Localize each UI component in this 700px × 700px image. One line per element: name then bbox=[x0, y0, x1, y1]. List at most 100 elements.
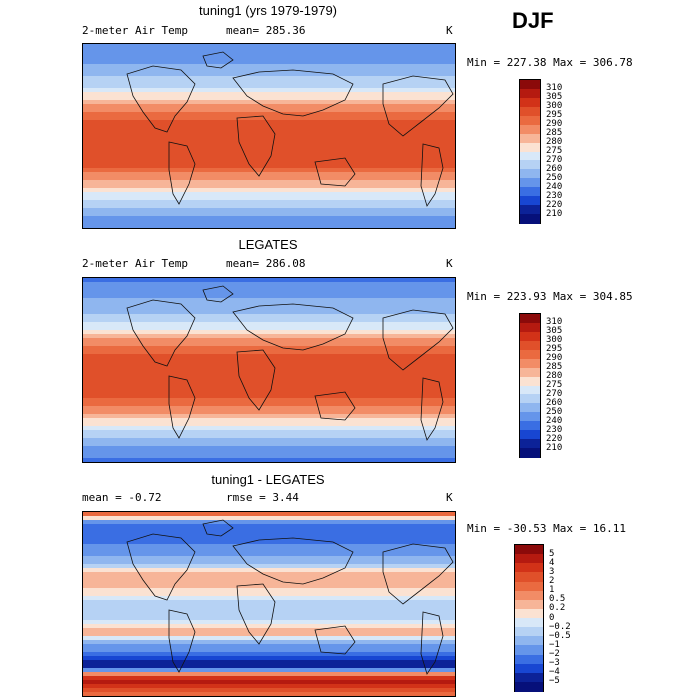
map-latitude-band bbox=[83, 108, 455, 113]
colorbar-tick-label: −5 bbox=[549, 676, 560, 687]
map-latitude-band bbox=[83, 354, 455, 359]
map-latitude-band bbox=[83, 132, 455, 137]
map-latitude-band bbox=[83, 564, 455, 569]
colorbar-tick-label: 295 bbox=[546, 110, 563, 121]
colorbar-tick-label: −3 bbox=[549, 658, 560, 669]
map-latitude-band bbox=[83, 528, 455, 533]
map-latitude-band bbox=[83, 188, 455, 193]
map-latitude-band bbox=[83, 680, 455, 685]
map-latitude-band bbox=[83, 640, 455, 645]
coastline bbox=[382, 309, 454, 371]
colorbar-swatch bbox=[520, 448, 540, 458]
panel1-title: tuning1 (yrs 1979-1979) bbox=[198, 3, 338, 18]
map-latitude-band bbox=[83, 450, 455, 455]
map-latitude-band bbox=[83, 516, 455, 521]
map-latitude-band bbox=[83, 212, 455, 217]
colorbar-tick-label: 3 bbox=[549, 566, 555, 577]
panel2-colorbar: 310 305 300 295 290 285 280 275 270 260 250 240 230 2… bbox=[519, 313, 562, 458]
map-latitude-band bbox=[83, 52, 455, 57]
colorbar-swatch bbox=[520, 124, 540, 135]
colorbar-swatch bbox=[520, 160, 540, 170]
colorbar-swatch bbox=[520, 439, 540, 449]
colorbar-swatch bbox=[520, 412, 540, 422]
colorbar-swatch bbox=[520, 331, 540, 342]
map-latitude-band bbox=[83, 378, 455, 383]
colorbar-tick-label: 285 bbox=[546, 362, 563, 373]
map-latitude-band bbox=[83, 278, 455, 283]
colorbar-tick-label: 295 bbox=[546, 344, 563, 355]
colorbar-swatch bbox=[520, 421, 540, 431]
colorbar-tick-label: 300 bbox=[546, 335, 563, 346]
map-latitude-band bbox=[83, 196, 455, 201]
map-latitude-band bbox=[83, 60, 455, 65]
map-latitude-band bbox=[83, 684, 455, 689]
colorbar-swatch bbox=[520, 169, 540, 179]
coastline bbox=[232, 303, 354, 351]
map-latitude-band bbox=[83, 362, 455, 367]
map-latitude-band bbox=[83, 224, 455, 228]
map-latitude-band bbox=[83, 568, 455, 573]
colorbar-tick-label: 280 bbox=[546, 371, 563, 382]
map-latitude-band bbox=[83, 402, 455, 407]
colorbar-tick-label: −2 bbox=[549, 649, 560, 659]
map-latitude-band bbox=[83, 334, 455, 339]
colorbar-tick-label: 240 bbox=[546, 181, 563, 192]
colorbar-tick-label: 230 bbox=[546, 424, 563, 435]
map-latitude-band bbox=[83, 290, 455, 295]
map-latitude-band bbox=[83, 572, 455, 577]
coastline bbox=[314, 157, 356, 187]
panel2-map-svg bbox=[83, 278, 455, 462]
map-latitude-band bbox=[83, 612, 455, 617]
map-latitude-band bbox=[83, 88, 455, 93]
colorbar-tick-label: 5 bbox=[549, 548, 555, 559]
map-latitude-band bbox=[83, 390, 455, 395]
map-latitude-band bbox=[83, 536, 455, 541]
colorbar-tick-label: 305 bbox=[546, 326, 563, 337]
colorbar-swatch bbox=[515, 654, 543, 665]
colorbar-swatch bbox=[520, 214, 540, 224]
panel3-colorbar: 5 4 3 2 1 0.5 0.2 0 −0.2 −0.5 −1 −2 −3 −4 −5 bbox=[514, 544, 571, 692]
map-latitude-band bbox=[83, 200, 455, 205]
colorbar-swatch bbox=[520, 88, 540, 99]
panel3-mean-label: mean = -0.72 bbox=[82, 491, 162, 504]
map-latitude-band bbox=[83, 374, 455, 379]
colorbar-tick-label: 240 bbox=[546, 415, 563, 426]
panel3-map-svg bbox=[83, 512, 455, 696]
map-latitude-band bbox=[83, 644, 455, 649]
map-latitude-band bbox=[83, 398, 455, 403]
colorbar-tick-label: 210 bbox=[546, 208, 563, 219]
panel3-units-label: K bbox=[446, 491, 453, 504]
map-latitude-band bbox=[83, 406, 455, 411]
map-latitude-band bbox=[83, 96, 455, 101]
map-latitude-band bbox=[83, 652, 455, 657]
panel1-variable-label: 2-meter Air Temp bbox=[82, 24, 188, 37]
map-latitude-band bbox=[83, 458, 455, 462]
map-latitude-band bbox=[83, 314, 455, 319]
map-latitude-band bbox=[83, 192, 455, 197]
map-latitude-band bbox=[83, 294, 455, 299]
map-latitude-band bbox=[83, 600, 455, 605]
season-label: DJF bbox=[512, 8, 554, 33]
coastline bbox=[232, 537, 354, 585]
colorbar-tick-label: 250 bbox=[546, 172, 563, 183]
map-latitude-band bbox=[83, 156, 455, 161]
coastline bbox=[202, 519, 234, 537]
colorbar-swatch bbox=[515, 608, 543, 619]
map-latitude-band bbox=[83, 548, 455, 553]
colorbar-swatch bbox=[515, 545, 543, 555]
panel2-mean-label: mean= 286.08 bbox=[226, 257, 306, 270]
colorbar-swatch bbox=[520, 80, 540, 90]
map-latitude-band bbox=[83, 660, 455, 665]
map-latitude-band bbox=[83, 160, 455, 165]
map-latitude-band bbox=[83, 128, 455, 133]
colorbar-tick-label: 310 bbox=[546, 317, 563, 328]
colorbar-tick-label: 4 bbox=[549, 557, 555, 568]
panel1-map-svg bbox=[83, 44, 455, 228]
colorbar-swatch bbox=[520, 115, 540, 126]
panel2-units-label: K bbox=[446, 257, 453, 270]
panel1-minmax: Min = 227.38 Max = 306.78 bbox=[467, 56, 633, 69]
map-latitude-band bbox=[83, 616, 455, 621]
map-latitude-band bbox=[83, 116, 455, 121]
map-latitude-band bbox=[83, 302, 455, 307]
map-latitude-band bbox=[83, 672, 455, 677]
